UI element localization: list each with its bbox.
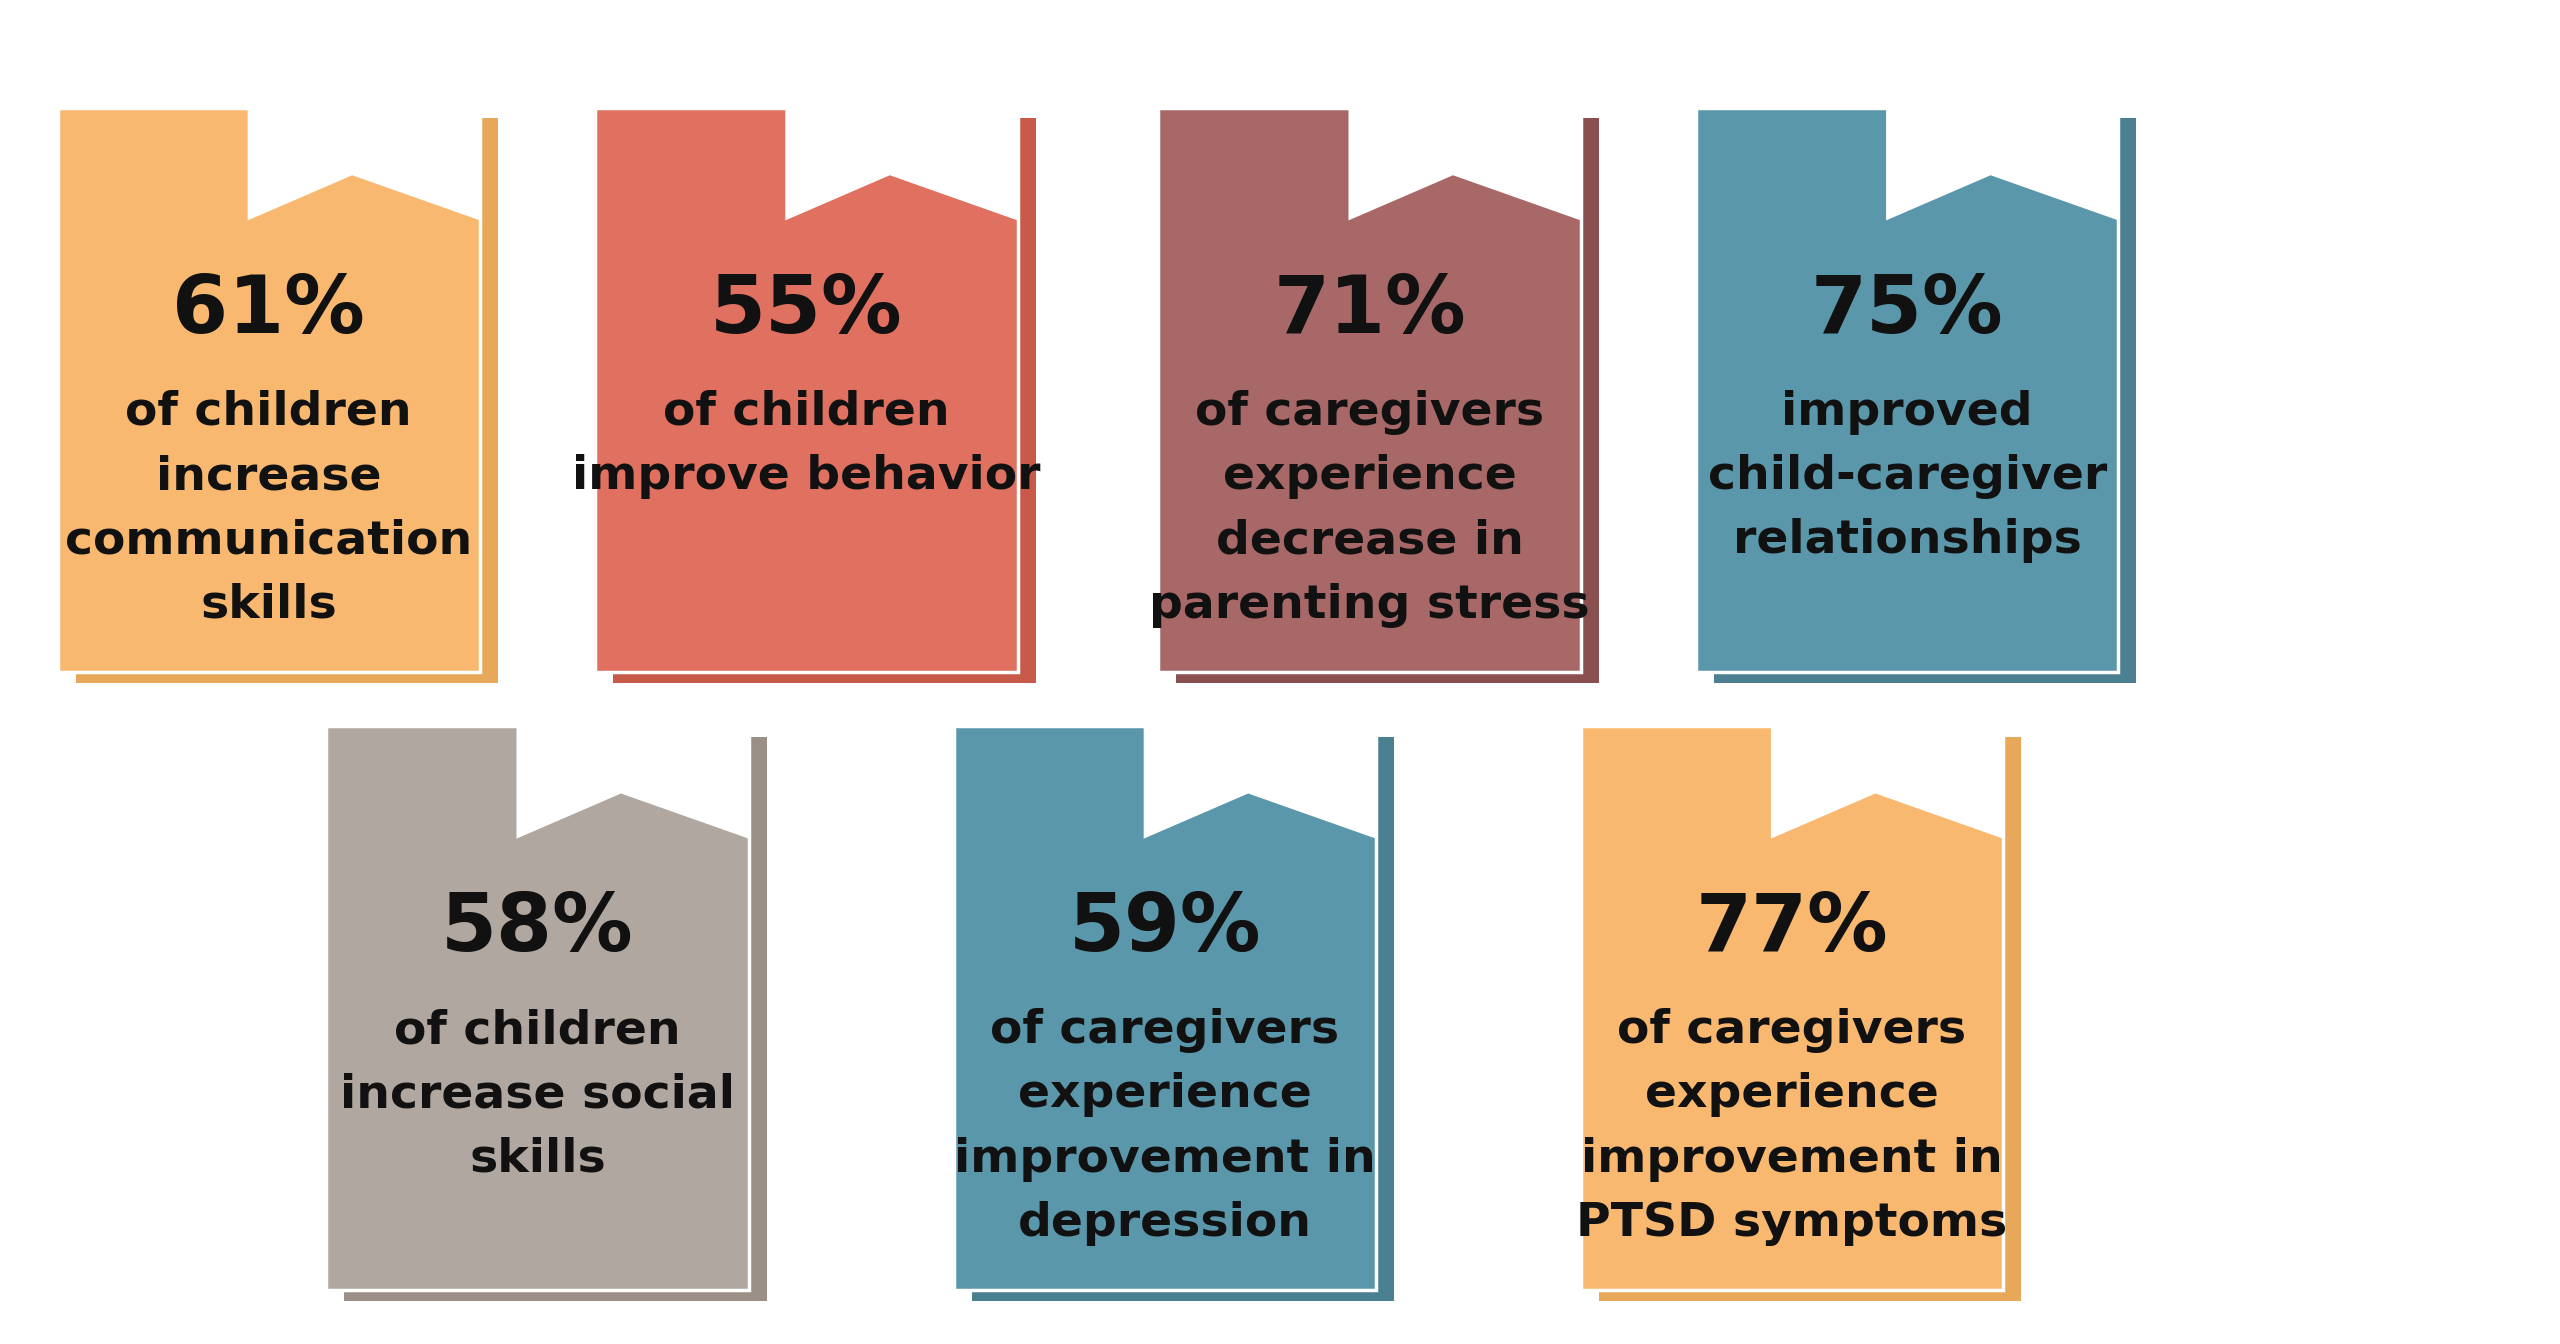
Text: 71%: 71%: [1272, 271, 1467, 349]
FancyBboxPatch shape: [1597, 737, 2022, 1301]
FancyBboxPatch shape: [1160, 108, 1582, 672]
FancyBboxPatch shape: [1697, 108, 2120, 672]
Text: improved
child-caregiver
relationships: improved child-caregiver relationships: [1708, 390, 2107, 563]
FancyBboxPatch shape: [56, 108, 481, 672]
FancyBboxPatch shape: [973, 737, 1395, 1301]
Text: of children
increase
communication
skills: of children increase communication skill…: [64, 390, 474, 628]
Text: of children
increase social
skills: of children increase social skills: [340, 1008, 735, 1181]
Polygon shape: [1144, 726, 1377, 839]
Polygon shape: [1772, 726, 2002, 839]
Polygon shape: [786, 108, 1019, 220]
Text: 75%: 75%: [1810, 271, 2004, 349]
FancyBboxPatch shape: [1580, 726, 2002, 1290]
FancyBboxPatch shape: [346, 737, 768, 1301]
Text: 59%: 59%: [1068, 890, 1262, 968]
Text: 55%: 55%: [709, 271, 904, 349]
FancyBboxPatch shape: [74, 118, 497, 683]
Polygon shape: [517, 726, 748, 839]
Text: of caregivers
experience
improvement in
depression: of caregivers experience improvement in …: [955, 1008, 1375, 1246]
Polygon shape: [1887, 108, 2120, 220]
Polygon shape: [248, 108, 481, 220]
Polygon shape: [1349, 108, 1582, 220]
Text: 58%: 58%: [440, 890, 635, 968]
Text: of caregivers
experience
decrease in
parenting stress: of caregivers experience decrease in par…: [1149, 390, 1590, 628]
FancyBboxPatch shape: [955, 726, 1377, 1290]
FancyBboxPatch shape: [328, 726, 748, 1290]
FancyBboxPatch shape: [1178, 118, 1600, 683]
Text: 77%: 77%: [1695, 890, 1889, 968]
Text: of children
improve behavior: of children improve behavior: [571, 390, 1042, 499]
Text: of caregivers
experience
improvement in
PTSD symptoms: of caregivers experience improvement in …: [1577, 1008, 2007, 1246]
FancyBboxPatch shape: [614, 118, 1034, 683]
Text: 61%: 61%: [172, 271, 366, 349]
FancyBboxPatch shape: [1715, 118, 2138, 683]
FancyBboxPatch shape: [594, 108, 1016, 672]
